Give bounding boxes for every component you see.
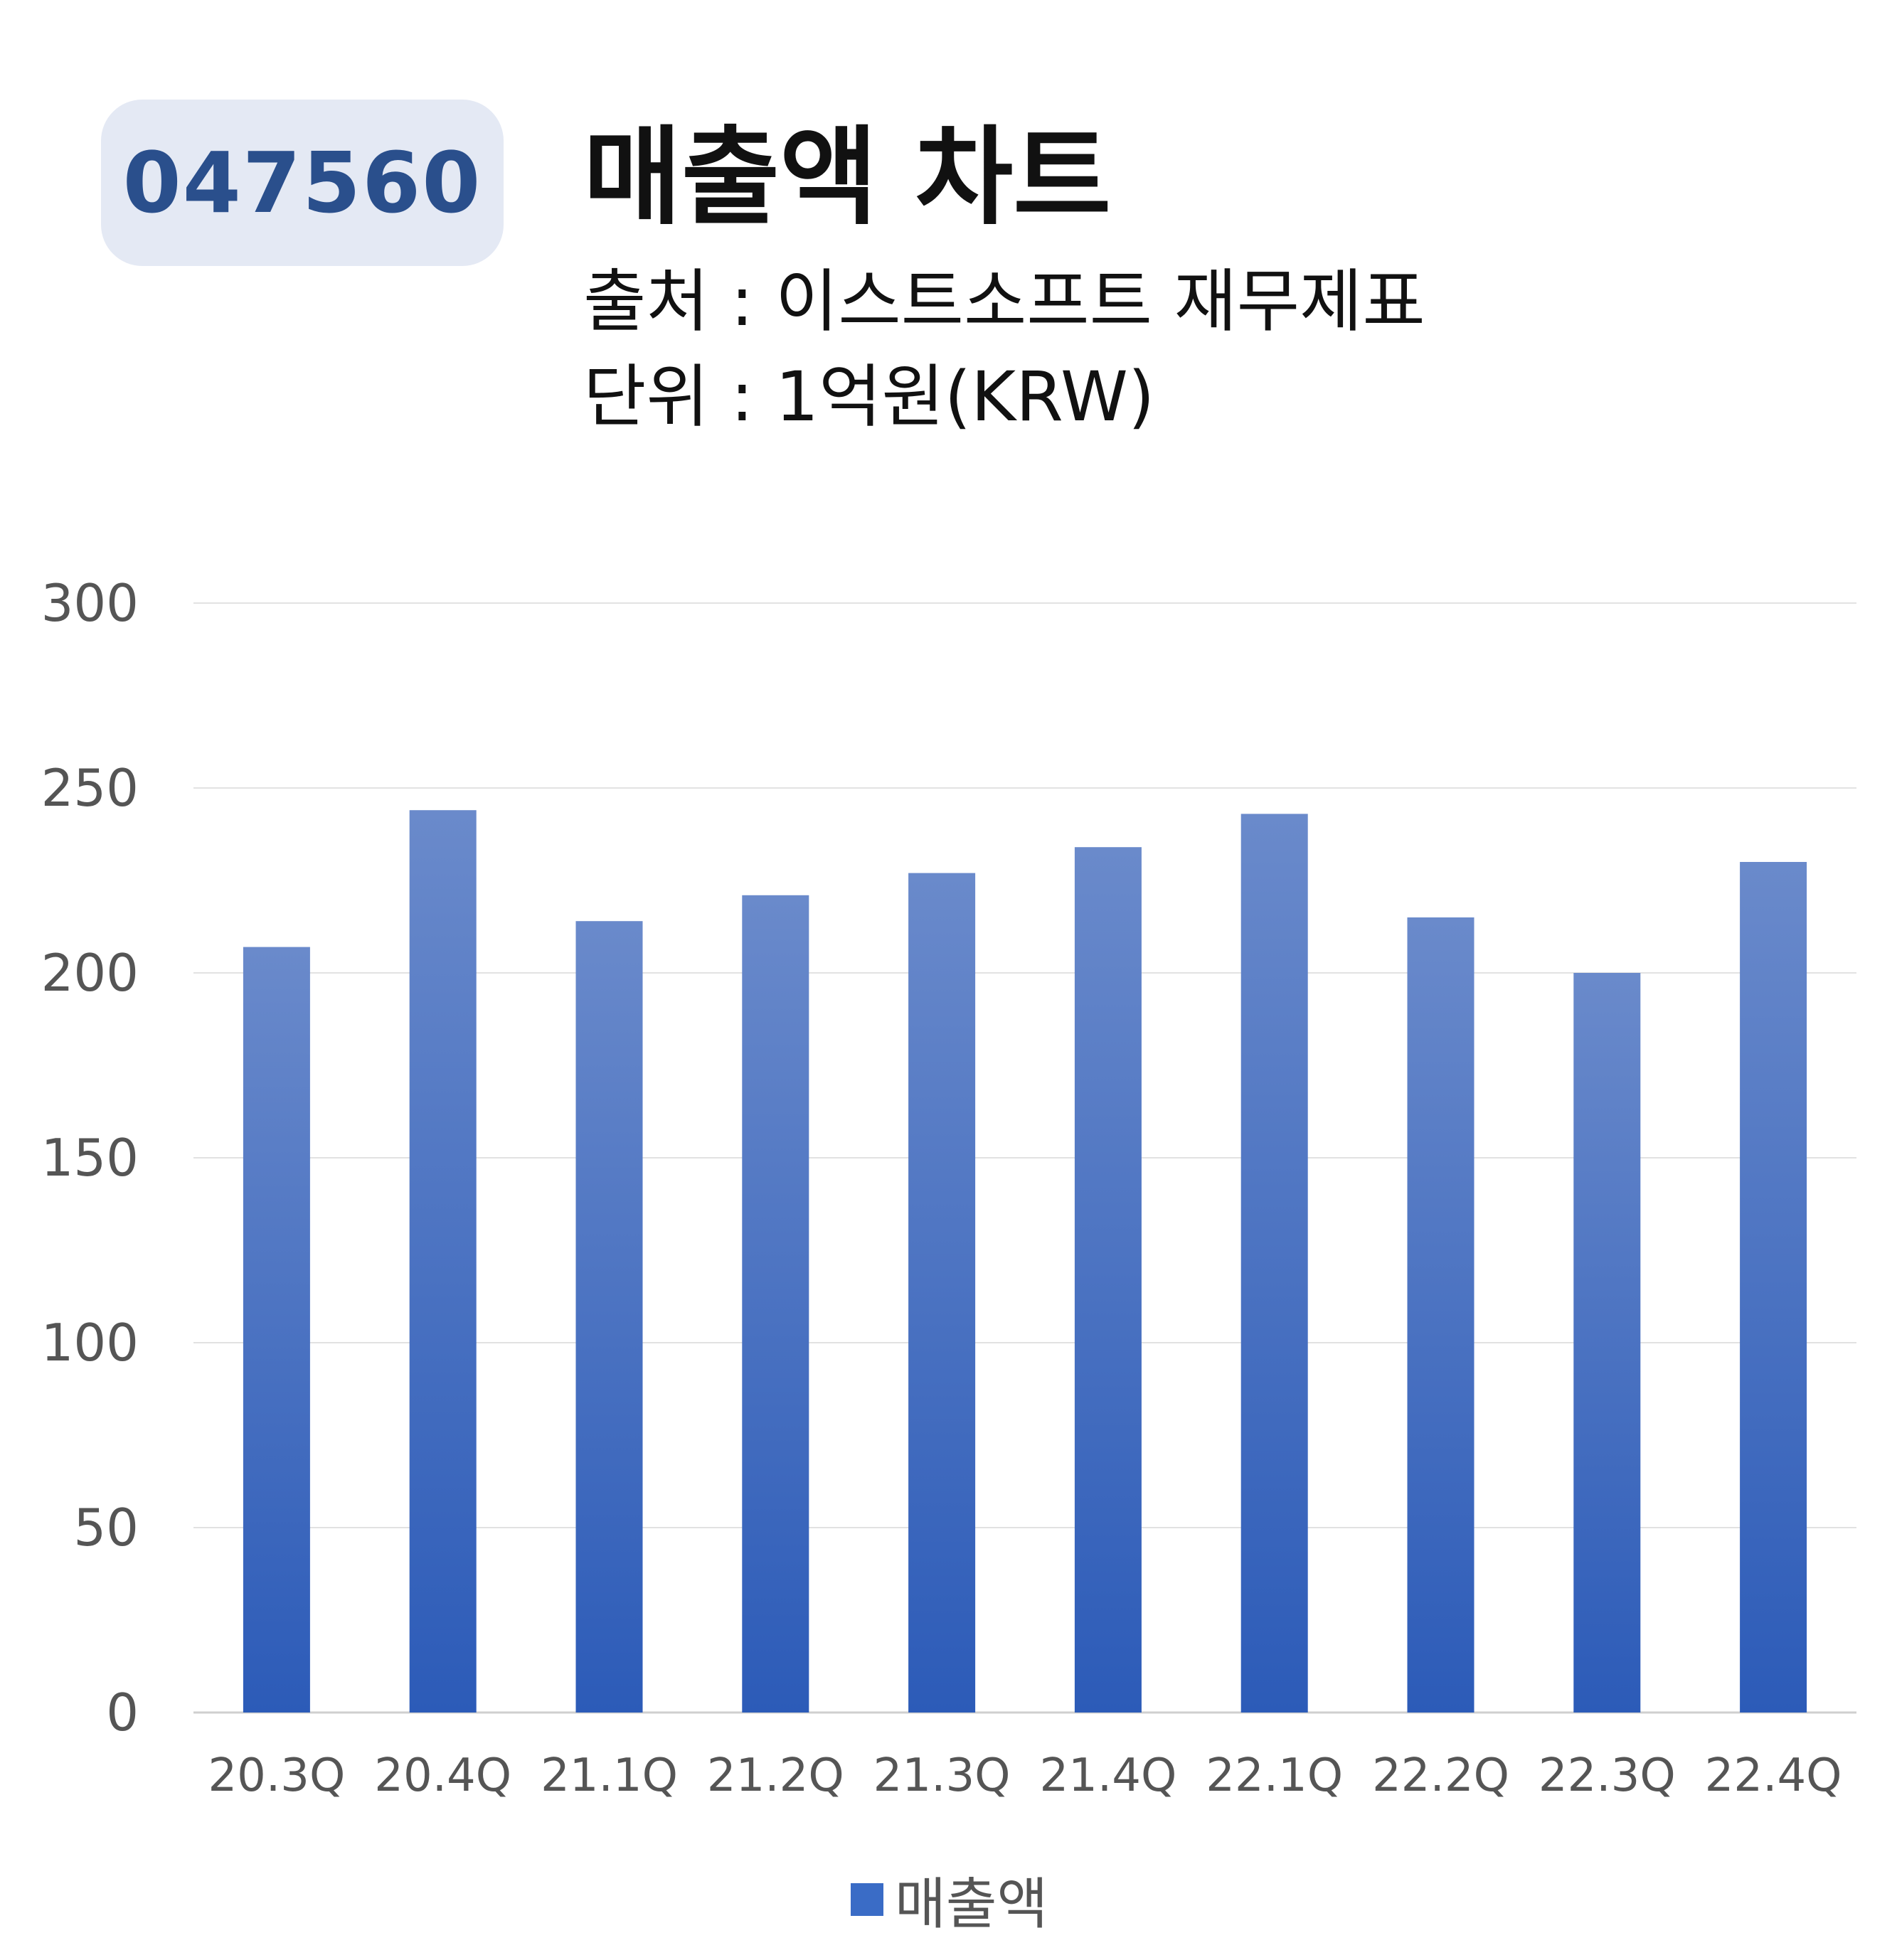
x-tick-label: 21.4Q <box>1039 1749 1176 1802</box>
source-text: 출처 : 이스트소프트 재무제표 <box>583 262 1425 341</box>
bar-21.3Q <box>908 873 976 1713</box>
y-tick-label: 150 <box>41 1128 139 1188</box>
x-tick-label: 20.3Q <box>208 1749 345 1802</box>
y-tick-label: 200 <box>41 943 139 1003</box>
x-axis-ticks: 20.3Q 20.4Q 21.1Q 21.2Q 21.3Q 21.4Q 22.1Q 22.2Q… <box>208 1749 1842 1802</box>
y-tick-label: 0 <box>106 1683 139 1742</box>
y-tick-label: 300 <box>41 573 139 633</box>
x-tick-label: 21.1Q <box>541 1749 678 1802</box>
bar-21.2Q <box>742 895 809 1713</box>
y-tick-label: 100 <box>41 1313 139 1373</box>
bar-21.4Q <box>1074 847 1142 1713</box>
legend-swatch <box>851 1883 883 1916</box>
bar-22.3Q <box>1573 973 1641 1713</box>
y-axis-ticks: 0 50 100 150 200 250 300 <box>41 573 139 1742</box>
bar-22.2Q <box>1407 917 1474 1713</box>
x-tick-label: 22.2Q <box>1372 1749 1509 1802</box>
x-tick-label: 22.3Q <box>1539 1749 1676 1802</box>
x-tick-label: 22.1Q <box>1206 1749 1343 1802</box>
legend: 매출액 <box>851 1860 1048 1939</box>
bar-22.1Q <box>1240 814 1308 1713</box>
stock-code-badge: 047560 <box>101 100 504 266</box>
bar-20.3Q <box>243 947 310 1713</box>
legend-label: 매출액 <box>895 1873 1048 1937</box>
x-tick-label: 21.3Q <box>873 1749 1011 1802</box>
bar-21.1Q <box>575 921 643 1713</box>
stock-code: 047560 <box>122 134 482 232</box>
x-tick-label: 21.2Q <box>707 1749 844 1802</box>
bar-22.4Q <box>1740 862 1807 1713</box>
chart-title: 매출액 차트 <box>583 116 1112 240</box>
x-tick-label: 22.4Q <box>1705 1749 1842 1802</box>
y-tick-label: 50 <box>73 1498 139 1557</box>
y-tick-label: 250 <box>41 758 139 818</box>
x-tick-label: 20.4Q <box>374 1749 511 1802</box>
bar-20.4Q <box>409 810 477 1713</box>
unit-text: 단위 : 1억원(KRW) <box>583 357 1155 437</box>
bars <box>243 810 1807 1713</box>
